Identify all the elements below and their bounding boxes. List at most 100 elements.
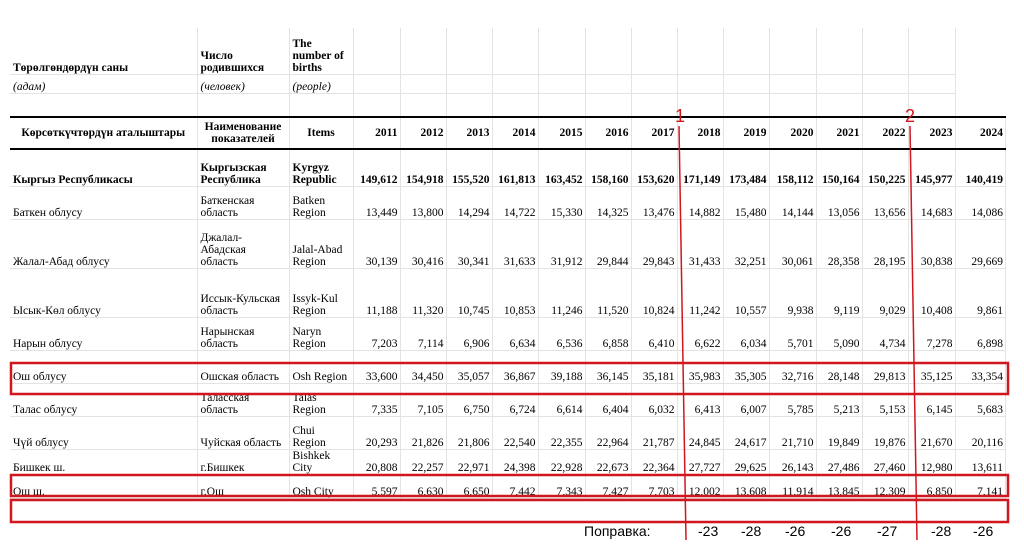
row-name-ky: Чүй облусу: [10, 416, 198, 450]
value-cell: 35,983: [677, 350, 724, 384]
value-cell: 10,853: [492, 268, 539, 318]
value-cell: 6,906: [446, 317, 493, 351]
row-name-en: Kyrgyz Republic: [289, 148, 354, 187]
value-cell: 14,294: [446, 186, 493, 220]
value-cell: 20,293: [353, 416, 401, 450]
year-header: 2019: [723, 115, 770, 150]
value-cell: 150,225: [862, 148, 909, 187]
value-cell: 13,800: [400, 186, 447, 220]
value-cell: 9,119: [816, 268, 863, 318]
value-cell: 13,845: [816, 474, 863, 499]
value-cell: 29,813: [862, 350, 909, 384]
value-cell: 39,188: [538, 350, 586, 384]
title-ky: Төрөлгөндөрдүн саны: [10, 28, 198, 75]
value-cell: 6,032: [631, 383, 678, 417]
value-cell: 28,358: [816, 219, 863, 269]
value-cell: 6,034: [723, 317, 770, 351]
value-cell: 171,149: [677, 148, 724, 187]
value-cell: 12,002: [677, 474, 724, 499]
osh-city-highlight-box: [9, 498, 1010, 524]
value-cell: 20,808: [353, 449, 401, 475]
row-name-ru: Кыргызская Республика: [197, 148, 290, 187]
value-cell: 7,278: [908, 317, 956, 351]
row-name-ru: г.Бишкек: [197, 449, 290, 475]
value-cell: 7,114: [400, 317, 447, 351]
value-cell: 149,612: [353, 148, 401, 187]
value-cell: 6,750: [446, 383, 493, 417]
row-name-en: Osh City: [289, 474, 354, 499]
title-ru: Число родившихся: [197, 28, 290, 75]
value-cell: 9,861: [955, 268, 1006, 318]
value-cell: 20,116: [955, 416, 1006, 450]
value-cell: 22,971: [446, 449, 493, 475]
value-cell: 31,912: [538, 219, 586, 269]
row-name-ky: Бишкек ш.: [10, 449, 198, 475]
table-row: Ош ш. г.Ош Osh City 5,597 6,630 6,650 7,442 7,3…: [10, 474, 1006, 499]
value-cell: 32,716: [769, 350, 817, 384]
value-cell: 13,611: [955, 449, 1006, 475]
value-cell: 12,309: [862, 474, 909, 499]
value-cell: 173,484: [723, 148, 770, 187]
table-body: Кыргыз Республикасы Кыргызская Республика…: [10, 148, 1006, 499]
table-row: Ысык-Көл облусу Иссык-Кульская область Iss…: [10, 268, 1006, 318]
value-cell: 26,143: [769, 449, 817, 475]
value-cell: 6,630: [400, 474, 447, 499]
row-name-ru: Нарынская область: [197, 317, 290, 351]
row-name-ky: Ош облусу: [10, 350, 198, 384]
row-name-ky: Кыргыз Республикасы: [10, 148, 198, 187]
row-name-en: Chui Region: [289, 416, 354, 450]
value-cell: 30,416: [400, 219, 447, 269]
year-header: 2016: [585, 115, 632, 150]
value-cell: 7,703: [631, 474, 678, 499]
title-en: The number of births: [289, 28, 354, 75]
value-cell: 11,188: [353, 268, 401, 318]
unit-row: (адам) (человек) (people): [10, 74, 1006, 94]
correction-value: -27: [877, 523, 898, 539]
value-cell: 154,918: [400, 148, 447, 187]
value-cell: 22,673: [585, 449, 632, 475]
value-cell: 6,007: [723, 383, 770, 417]
value-cell: 21,806: [446, 416, 493, 450]
value-cell: 28,195: [862, 219, 909, 269]
value-cell: 14,722: [492, 186, 539, 220]
title-row: Төрөлгөндөрдүн саны Число родившихся The…: [10, 28, 1006, 75]
value-cell: 13,449: [353, 186, 401, 220]
value-cell: 6,404: [585, 383, 632, 417]
value-cell: 12,980: [908, 449, 956, 475]
value-cell: 11,914: [769, 474, 817, 499]
table-row: Жалал-Абад облусу Джалал-Абадская область…: [10, 219, 1006, 269]
row-name-ky: Жалал-Абад облусу: [10, 219, 198, 269]
row-name-ky: Ош ш.: [10, 474, 198, 499]
row-name-en: Issyk-Kul Region: [289, 268, 354, 318]
row-name-ru: Баткенская область: [197, 186, 290, 220]
year-header: 2012: [400, 115, 447, 150]
value-cell: 29,669: [955, 219, 1006, 269]
value-cell: 6,536: [538, 317, 586, 351]
table-row: Бишкек ш. г.Бишкек Bishkek City 20,808 22,25…: [10, 449, 1006, 475]
value-cell: 5,785: [769, 383, 817, 417]
value-cell: 36,145: [585, 350, 632, 384]
births-table: Төрөлгөндөрдүн саны Число родившихся The…: [10, 28, 1006, 499]
correction-value: -28: [931, 523, 952, 539]
value-cell: 31,633: [492, 219, 539, 269]
value-cell: 153,620: [631, 148, 678, 187]
value-cell: 30,061: [769, 219, 817, 269]
value-cell: 31,433: [677, 219, 724, 269]
value-cell: 36,867: [492, 350, 539, 384]
value-cell: 6,898: [955, 317, 1006, 351]
correction-value: -28: [741, 523, 762, 539]
value-cell: 150,164: [816, 148, 863, 187]
value-cell: 9,029: [862, 268, 909, 318]
table-row: Ош облусу Ошская область Osh Region 33,600 3…: [10, 350, 1006, 384]
year-header: 2021: [816, 115, 863, 150]
unit-ru: (человек): [197, 74, 290, 94]
table-row: Нарын облусу Нарынская область Naryn Regio…: [10, 317, 1006, 351]
row-name-en: Jalal-Abad Region: [289, 219, 354, 269]
births-table-sheet: Төрөлгөндөрдүн саны Число родившихся The…: [10, 28, 1006, 499]
value-cell: 11,242: [677, 268, 724, 318]
value-cell: 28,148: [816, 350, 863, 384]
value-cell: 11,320: [400, 268, 447, 318]
value-cell: 19,876: [862, 416, 909, 450]
row-name-ky: Ысык-Көл облусу: [10, 268, 198, 318]
value-cell: 35,057: [446, 350, 493, 384]
